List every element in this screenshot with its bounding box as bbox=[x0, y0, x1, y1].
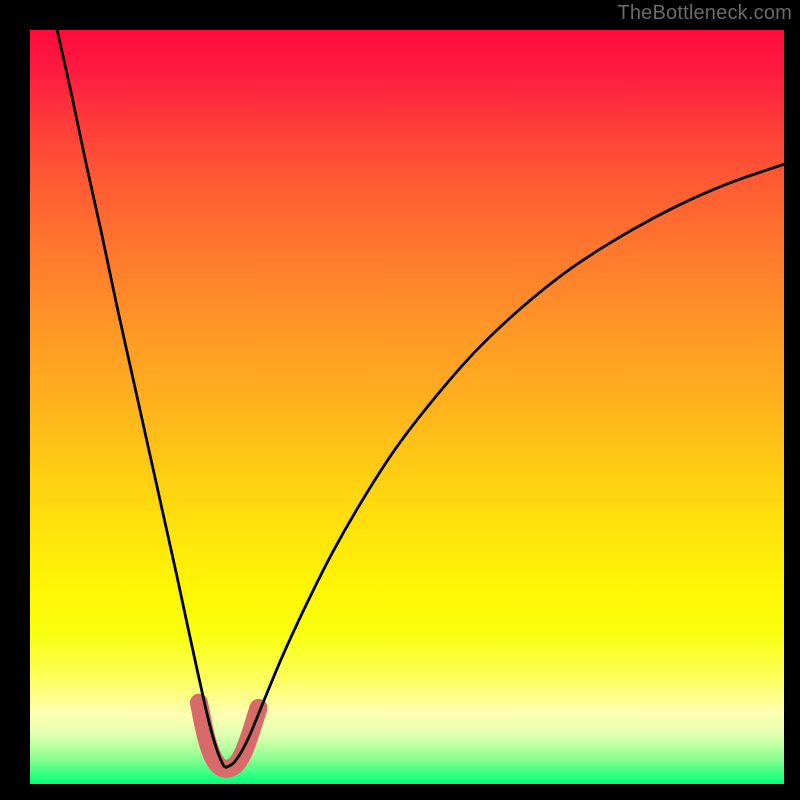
chart-plot-area bbox=[30, 30, 784, 784]
chart-background bbox=[30, 30, 784, 784]
watermark-text: TheBottleneck.com bbox=[617, 2, 792, 25]
chart-svg bbox=[30, 30, 784, 784]
